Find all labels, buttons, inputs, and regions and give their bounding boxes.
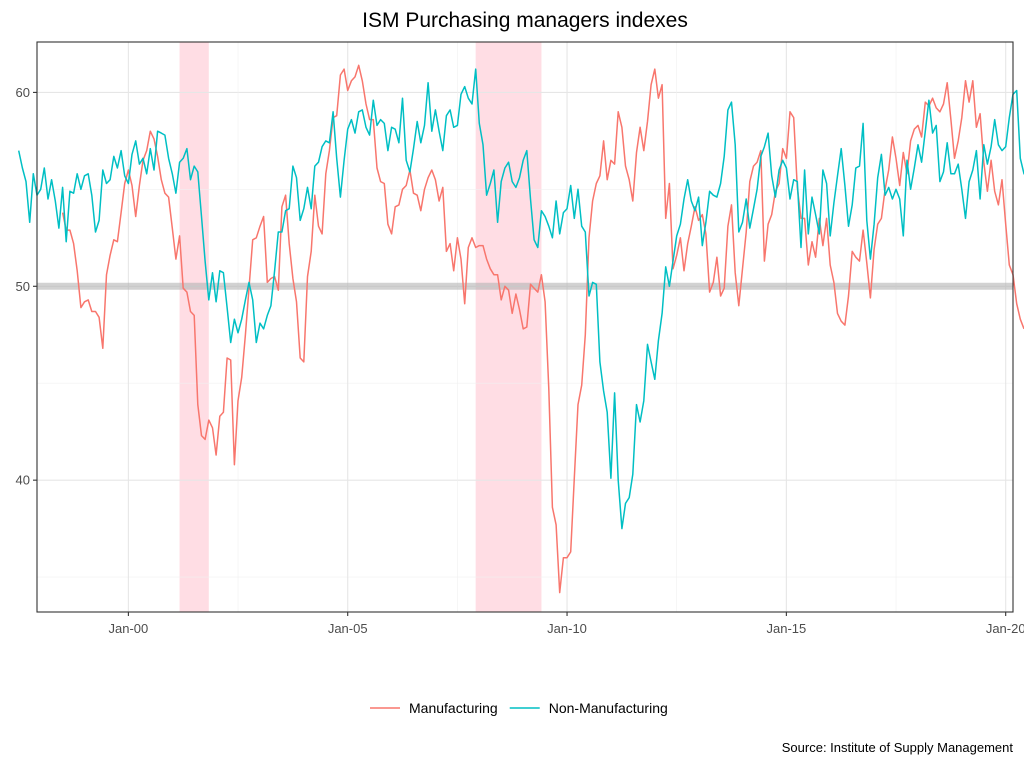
series-line-non-manufacturing xyxy=(17,68,1024,530)
x-tick-label: Jan-10 xyxy=(547,621,587,636)
series-lines xyxy=(17,64,1024,594)
legend: Manufacturing Non-Manufacturing xyxy=(370,700,668,716)
x-tick-label: Jan-05 xyxy=(328,621,368,636)
legend-item-manufacturing: Manufacturing xyxy=(370,700,498,716)
x-tick-label: Jan-15 xyxy=(766,621,806,636)
legend-label: Non-Manufacturing xyxy=(549,700,668,716)
legend-item-non-manufacturing: Non-Manufacturing xyxy=(509,700,668,716)
legend-label: Manufacturing xyxy=(409,700,498,716)
y-axis: 40 50 60 xyxy=(16,85,37,488)
x-axis: Jan-00 Jan-05 Jan-10 Jan-15 Jan-20 xyxy=(109,612,1024,636)
recession-band-2 xyxy=(475,42,542,612)
chart-title: ISM Purchasing managers indexes xyxy=(362,9,688,32)
plot-border xyxy=(36,41,1014,613)
y-tick-label: 40 xyxy=(16,473,30,488)
x-tick-label: Jan-20 xyxy=(986,621,1024,636)
x-tick-label: Jan-00 xyxy=(109,621,149,636)
caption: Source: Institute of Supply Management xyxy=(782,740,1014,755)
y-tick-label: 50 xyxy=(16,279,30,294)
y-tick-label: 60 xyxy=(16,85,30,100)
series-line-manufacturing xyxy=(61,64,1024,594)
